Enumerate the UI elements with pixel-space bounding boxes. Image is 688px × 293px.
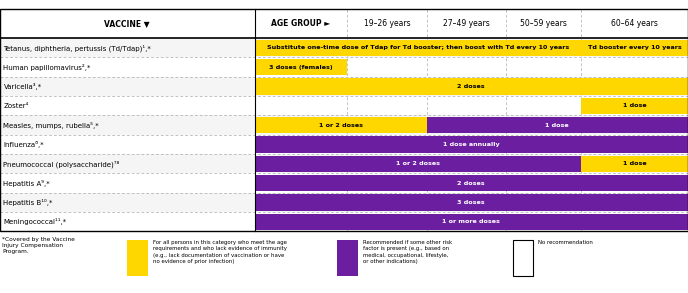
Text: AGE GROUP ►: AGE GROUP ► [272,19,330,28]
Text: *Covered by the Vaccine
Injury Compensation
Program.: *Covered by the Vaccine Injury Compensat… [2,237,75,254]
Bar [255,40,581,56]
Bar [0,115,688,135]
Text: Hepatitis B¹⁰,*: Hepatitis B¹⁰,* [3,199,53,206]
Text: Pneumococcal (polysaccharide)⁷⁸: Pneumococcal (polysaccharide)⁷⁸ [3,160,120,168]
Bar [581,40,688,56]
Text: 1 dose: 1 dose [623,161,647,166]
Bar [0,154,688,173]
Bar [0,57,688,77]
Bar [255,194,688,211]
Bar [255,156,581,172]
Text: 1 or 2 doses: 1 or 2 doses [396,161,440,166]
Text: 2 doses: 2 doses [458,180,485,186]
Text: 1 or more doses: 1 or more doses [442,219,500,224]
Bar [0,77,688,96]
Text: 3 doses: 3 doses [458,200,485,205]
Text: Influenza⁶,*: Influenza⁶,* [3,141,44,148]
Text: VACCINE ▼: VACCINE ▼ [105,19,150,28]
Text: Hepatitis A⁹,*: Hepatitis A⁹,* [3,180,50,187]
Bar [513,240,533,276]
Bar [337,240,358,276]
Text: 27–49 years: 27–49 years [443,19,489,28]
Bar [255,59,347,75]
Text: Recommended if some other risk
factor is present (e.g., based on
medical, occupa: Recommended if some other risk factor is… [363,240,452,264]
Bar [0,135,688,154]
Text: Substitute one-time dose of Tdap for Td booster; then boost with Td every 10 yea: Substitute one-time dose of Tdap for Td … [267,45,569,50]
Bar [255,214,688,230]
Text: 50–59 years: 50–59 years [520,19,567,28]
Text: 1 dose: 1 dose [623,103,647,108]
Bar [581,98,688,114]
Text: Tetanus, diphtheria, pertussis (Td/Tdap)¹,*: Tetanus, diphtheria, pertussis (Td/Tdap)… [3,44,151,52]
Text: Td booster every 10 years: Td booster every 10 years [588,45,682,50]
Bar [0,96,688,115]
Bar [255,175,688,191]
Bar [0,9,688,38]
Text: 60–64 years: 60–64 years [611,19,658,28]
Bar [0,193,688,212]
Text: 2 doses: 2 doses [458,84,485,89]
Bar [427,117,688,133]
Text: For all persons in this category who meet the age
requirements and who lack evid: For all persons in this category who mee… [153,240,287,264]
Text: Meningococcal¹¹,*: Meningococcal¹¹,* [3,218,67,225]
Bar [255,117,427,133]
Text: 3 doses (females): 3 doses (females) [269,64,333,70]
Text: 1 dose annually: 1 dose annually [443,142,499,147]
Text: Zoster⁴: Zoster⁴ [3,103,29,109]
Text: Measles, mumps, rubella⁵,*: Measles, mumps, rubella⁵,* [3,122,99,129]
Bar [0,9,688,231]
Bar [0,38,688,57]
Text: 19–26 years: 19–26 years [364,19,410,28]
Bar [255,78,688,95]
Text: No recommendation: No recommendation [538,240,593,245]
Bar [0,212,688,231]
Bar [0,173,688,193]
Text: Human papillomavirus²,*: Human papillomavirus²,* [3,64,91,71]
Text: Varicella³,*: Varicella³,* [3,83,41,90]
Text: 1 or 2 doses: 1 or 2 doses [319,122,363,128]
Bar [255,136,688,153]
Bar [581,156,688,172]
Text: 1 dose: 1 dose [546,122,569,128]
Bar [127,240,148,276]
